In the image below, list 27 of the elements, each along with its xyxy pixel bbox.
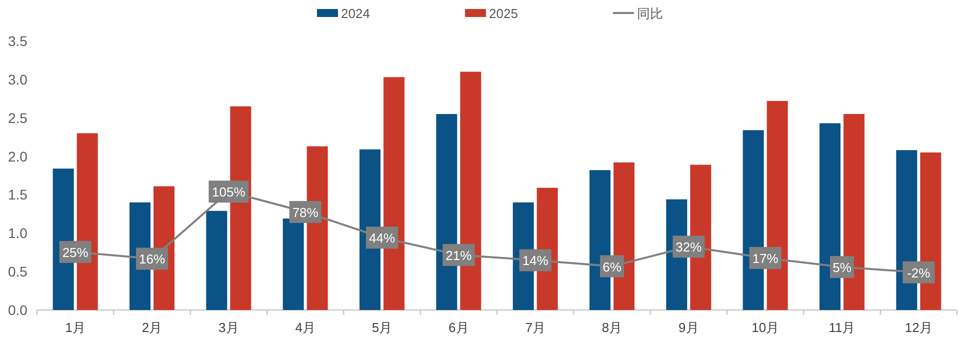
legend-label: 2024: [341, 6, 370, 21]
bar: [206, 210, 228, 310]
y-tick-label: 0.5: [8, 264, 28, 280]
x-tick-label: 2月: [142, 320, 162, 335]
x-tick-label: 4月: [295, 320, 316, 335]
x-tick-label: 12月: [904, 320, 932, 335]
y-tick-label: 1.0: [8, 225, 28, 242]
x-tick-label: 1月: [65, 320, 86, 335]
x-tick-label: 8月: [602, 320, 622, 335]
y-tick-label: 0.0: [8, 302, 28, 318]
x-tick-label: 6月: [448, 320, 469, 335]
y-tick-label: 3.0: [8, 71, 28, 88]
data-label: 6%: [602, 259, 622, 274]
x-tick-label: 10月: [752, 320, 780, 335]
y-tick-label: 3.5: [8, 33, 28, 49]
x-tick-label: 5月: [372, 320, 392, 335]
x-tick-label: 7月: [525, 320, 546, 335]
data-label: 5%: [832, 260, 852, 276]
y-tick-label: 2.5: [8, 110, 28, 126]
x-tick-label: 3月: [218, 320, 239, 335]
y-tick-label: 1.5: [8, 186, 28, 203]
bar: [282, 218, 304, 310]
legend-label: 2025: [489, 6, 518, 21]
legend-label: 同比: [637, 6, 663, 21]
y-tick-label: 2.0: [8, 148, 28, 164]
x-tick-label: 9月: [678, 320, 699, 335]
x-tick-label: 11月: [828, 320, 856, 335]
